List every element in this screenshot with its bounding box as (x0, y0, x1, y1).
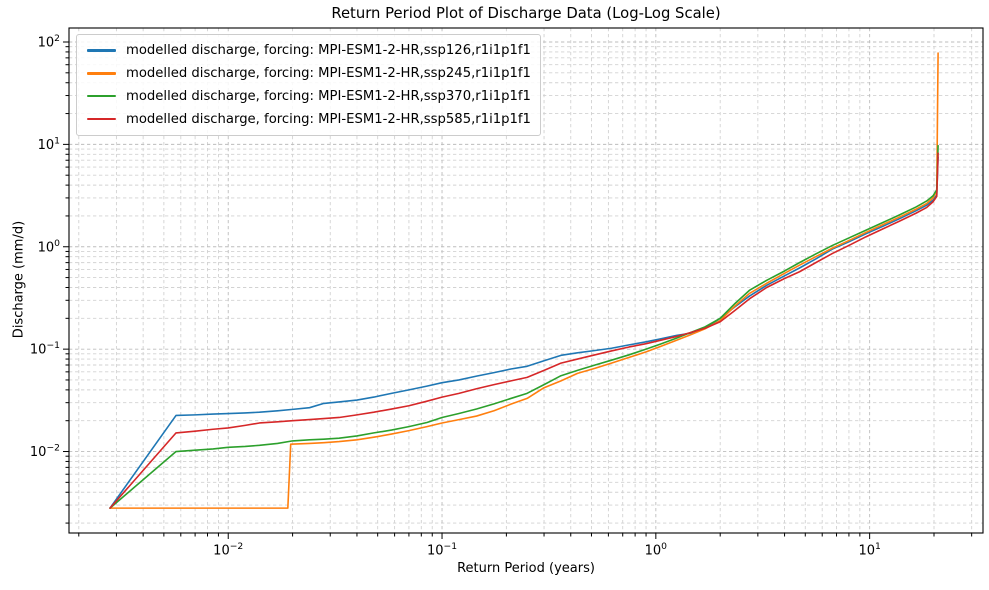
y-tick-label: 10−2 (30, 443, 60, 461)
axes-spines (68, 27, 984, 534)
x-axis-label: Return Period (years) (457, 561, 595, 576)
axis-ticks (63, 41, 973, 539)
legend-entry-label: modelled discharge, forcing: MPI-ESM1-2-… (126, 111, 531, 127)
chart-title: Return Period Plot of Discharge Data (Lo… (331, 5, 721, 22)
y-tick-label: 100 (38, 238, 61, 256)
legend-entry: modelled discharge, forcing: MPI-ESM1-2-… (87, 108, 531, 131)
x-tick-label: 10−2 (213, 541, 243, 559)
legend-entry: modelled discharge, forcing: MPI-ESM1-2-… (87, 39, 531, 62)
y-tick-label: 102 (38, 33, 60, 51)
y-tick-labels: 102 101 100 10−1 10−2 (30, 33, 60, 460)
legend-entry-label: modelled discharge, forcing: MPI-ESM1-2-… (126, 88, 531, 104)
legend-entry-label: modelled discharge, forcing: MPI-ESM1-2-… (126, 42, 531, 58)
x-tick-label: 10−1 (427, 541, 457, 559)
legend-line-swatch (87, 94, 116, 98)
y-tick-label: 10−1 (30, 340, 60, 358)
legend-line-swatch (87, 72, 116, 75)
legend: modelled discharge, forcing: MPI-ESM1-2-… (76, 34, 541, 136)
legend-entry: modelled discharge, forcing: MPI-ESM1-2-… (87, 62, 531, 85)
series-line-ssp370 (109, 144, 939, 509)
legend-line-swatch (87, 49, 116, 52)
legend-entry: modelled discharge, forcing: MPI-ESM1-2-… (87, 85, 531, 108)
legend-line-swatch (87, 117, 116, 121)
series-line-ssp245 (109, 52, 939, 509)
x-tick-label: 101 (858, 541, 880, 559)
y-axis-label: Discharge (mm/d) (11, 220, 27, 339)
y-tick-label: 101 (38, 135, 60, 153)
series-line-ssp585 (109, 152, 939, 509)
x-tick-labels: 10−2 10−1 100 101 (213, 541, 881, 559)
data-series (109, 52, 939, 509)
legend-entry-label: modelled discharge, forcing: MPI-ESM1-2-… (126, 65, 531, 81)
series-line-ssp126 (109, 156, 939, 509)
x-tick-label: 100 (645, 541, 668, 559)
